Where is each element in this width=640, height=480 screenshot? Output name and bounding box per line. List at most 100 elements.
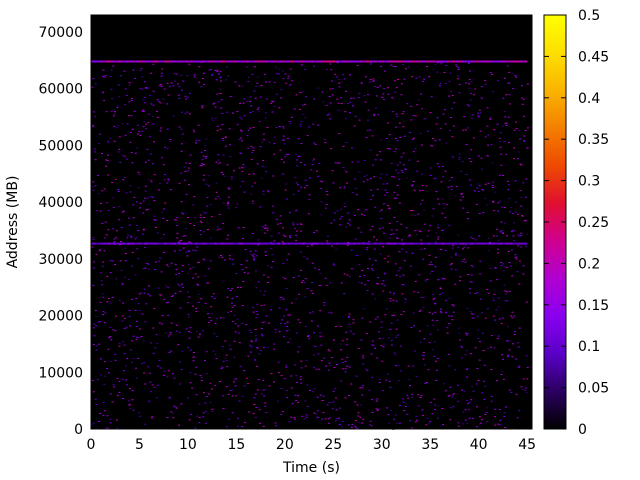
heat-cell xyxy=(195,366,198,368)
heat-cell xyxy=(139,202,142,204)
heat-cell xyxy=(149,295,152,297)
heat-band-cell xyxy=(241,60,244,63)
heat-cell xyxy=(308,199,311,201)
heat-band-cell xyxy=(98,60,101,63)
heat-cell xyxy=(468,83,470,85)
heat-cell xyxy=(311,311,314,313)
heat-cell xyxy=(421,185,424,187)
heat-cell xyxy=(393,418,396,420)
heat-cell xyxy=(505,125,508,126)
y-tick-label: 30000 xyxy=(38,252,83,268)
heat-cell xyxy=(439,288,442,290)
heat-cell xyxy=(228,344,231,346)
heat-cell xyxy=(104,221,107,223)
heat-cell xyxy=(265,412,268,413)
heat-cell xyxy=(371,376,374,378)
heat-cell xyxy=(222,360,225,362)
heat-cell xyxy=(121,211,124,213)
heat-cell xyxy=(520,85,523,87)
heat-cell xyxy=(508,198,511,199)
heat-cell xyxy=(338,162,341,164)
heat-band-cell xyxy=(91,60,94,63)
heat-cell xyxy=(514,180,517,182)
heat-cell xyxy=(188,93,191,94)
heat-band-cell xyxy=(335,60,339,63)
heat-cell xyxy=(148,285,150,287)
heat-band-cell xyxy=(444,242,448,245)
heat-cell xyxy=(348,366,351,368)
heat-cell xyxy=(141,88,144,90)
heat-cell xyxy=(375,95,378,97)
heat-cell xyxy=(358,119,361,121)
heat-cell xyxy=(394,91,397,93)
heat-cell xyxy=(146,87,149,89)
heat-cell xyxy=(142,340,145,342)
heat-cell xyxy=(264,73,267,75)
heat-cell xyxy=(178,86,181,88)
heat-cell xyxy=(105,427,108,429)
heat-cell xyxy=(241,238,244,240)
heat-cell xyxy=(129,388,131,389)
heat-cell xyxy=(507,251,510,253)
heat-cell xyxy=(479,130,482,132)
heat-cell xyxy=(124,88,127,90)
heat-band-cell xyxy=(112,60,116,63)
heat-cell xyxy=(492,201,495,203)
heat-cell xyxy=(144,423,146,425)
heat-cell xyxy=(421,199,424,201)
heat-cell xyxy=(457,68,460,70)
heat-cell xyxy=(246,66,249,68)
heat-cell xyxy=(336,76,339,78)
heat-cell xyxy=(142,126,145,128)
heat-band-cell xyxy=(444,60,448,63)
heat-cell xyxy=(455,253,457,255)
heat-cell xyxy=(471,417,474,419)
heat-band-cell xyxy=(340,60,344,63)
heat-cell xyxy=(443,207,446,209)
heat-cell xyxy=(166,220,169,221)
heat-cell xyxy=(518,327,521,329)
heat-cell xyxy=(172,417,175,419)
heat-cell xyxy=(137,303,140,305)
heat-cell xyxy=(230,178,233,180)
heat-cell xyxy=(261,393,264,395)
heat-cell xyxy=(100,280,103,282)
heat-cell xyxy=(216,125,219,127)
heat-cell xyxy=(336,162,339,164)
heat-cell xyxy=(229,144,232,146)
heat-cell xyxy=(285,153,288,155)
heat-cell xyxy=(394,151,396,153)
heat-cell xyxy=(326,114,329,116)
heat-cell xyxy=(518,260,521,262)
heat-cell xyxy=(313,412,316,414)
heat-cell xyxy=(388,207,391,209)
heat-cell xyxy=(495,228,498,230)
heat-cell xyxy=(197,284,200,286)
heat-cell xyxy=(279,296,282,298)
heat-cell xyxy=(410,185,413,187)
heat-band-cell xyxy=(299,242,302,245)
heat-cell xyxy=(129,408,131,410)
heat-cell xyxy=(434,177,437,179)
heat-cell xyxy=(395,229,398,231)
heat-band-cell xyxy=(493,60,496,63)
heat-cell xyxy=(153,123,156,125)
heat-cell xyxy=(252,147,255,149)
heat-cell xyxy=(295,399,298,401)
heat-cell xyxy=(263,139,266,141)
heat-cell xyxy=(347,316,350,318)
heat-cell xyxy=(410,105,413,107)
heat-cell xyxy=(504,406,507,408)
heat-cell xyxy=(396,140,399,142)
heat-cell xyxy=(284,323,287,325)
heat-cell xyxy=(503,415,506,417)
heat-cell xyxy=(106,160,109,162)
heat-cell xyxy=(513,158,516,160)
heat-cell xyxy=(502,270,505,272)
heat-cell xyxy=(112,115,115,117)
heat-cell xyxy=(109,76,112,77)
heat-cell xyxy=(270,373,273,375)
heat-cell xyxy=(111,296,114,298)
heat-cell xyxy=(234,395,237,397)
heat-band-cell xyxy=(522,60,525,63)
